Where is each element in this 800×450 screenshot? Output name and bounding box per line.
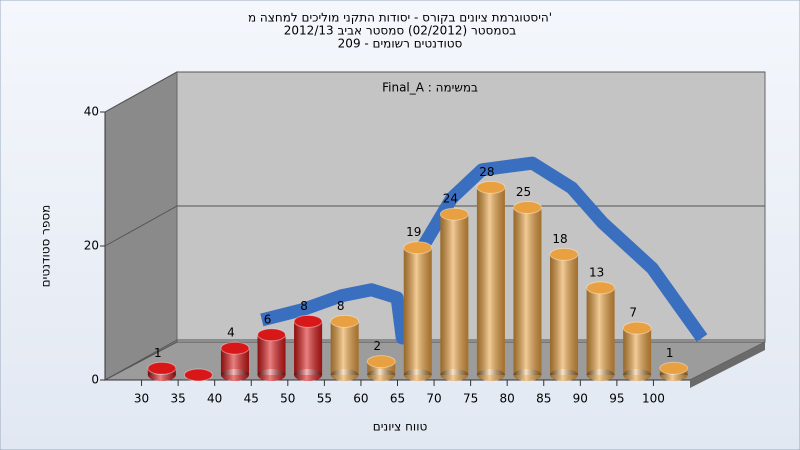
- bar-top: [183, 368, 213, 382]
- x-tick-label: 55: [317, 392, 332, 406]
- y-tick-label: 20: [84, 239, 99, 253]
- annotation: Final_A : במשימה: [382, 81, 478, 95]
- y-tick-label: 40: [84, 105, 99, 119]
- bar-shine: [623, 328, 652, 375]
- x-tick-label: 45: [244, 392, 259, 406]
- value-label: 28: [479, 165, 494, 179]
- x-tick-label: 90: [573, 392, 588, 406]
- y-tick-label: 0: [91, 373, 99, 387]
- value-label: 18: [552, 232, 567, 246]
- bar-bottom-shine: [513, 369, 542, 381]
- chart-title: סטודנטים רשומים - 209: [338, 37, 463, 51]
- bar-bottom-shine: [367, 369, 396, 381]
- bar-top: [147, 361, 177, 375]
- value-label: 24: [443, 192, 458, 206]
- value-label: 13: [589, 265, 604, 279]
- x-axis-label: טווח ציונים: [373, 420, 428, 434]
- bar-shine: [440, 214, 469, 375]
- bar-top: [330, 314, 360, 328]
- chart-title: היסטוגרמת ציונים בקורס - יסודות התקני מו…: [248, 11, 552, 25]
- bar-top: [366, 355, 396, 369]
- bar-top: [403, 241, 433, 255]
- value-label: 7: [629, 306, 637, 320]
- bar-bottom-shine: [623, 369, 652, 381]
- bar-shine: [330, 321, 359, 375]
- bar-shine: [513, 207, 542, 375]
- grid-line: [104, 71, 765, 113]
- bar-top: [293, 314, 323, 328]
- x-tick-label: 60: [353, 392, 368, 406]
- bar-top: [586, 281, 616, 295]
- bar-shine: [476, 187, 505, 375]
- y-axis-label: מספר סטודנטים: [39, 205, 53, 288]
- value-label: 4: [227, 326, 235, 340]
- bar-shine: [550, 254, 579, 375]
- value-label: 19: [406, 225, 421, 239]
- x-tick-label: 75: [463, 392, 478, 406]
- bar-top: [220, 341, 250, 355]
- bar-top: [659, 361, 689, 375]
- bar-top: [549, 247, 579, 261]
- bar-top: [622, 321, 652, 335]
- x-tick-label: 35: [170, 392, 185, 406]
- bar-top: [476, 180, 506, 194]
- bar-shine: [403, 247, 432, 375]
- value-label: 8: [337, 299, 345, 313]
- bar-bottom-shine: [440, 369, 469, 381]
- value-label: 1: [666, 346, 674, 360]
- x-tick-label: 95: [609, 392, 624, 406]
- bar-bottom-shine: [476, 369, 505, 381]
- bar-shine: [586, 287, 615, 375]
- bar-bottom-shine: [294, 369, 323, 381]
- chart-title: בסמסטר (02/2012) סמסטר אביב 2012/13: [284, 24, 516, 38]
- curve: [260, 156, 708, 345]
- value-label: 25: [516, 185, 531, 199]
- x-tick-label: 70: [426, 392, 441, 406]
- bar-bottom-shine: [550, 369, 579, 381]
- x-tick-label: 30: [134, 392, 149, 406]
- value-label: 2: [373, 339, 381, 353]
- bar-top: [257, 328, 287, 342]
- bar-bottom-shine: [220, 369, 249, 381]
- x-tick-label: 85: [536, 392, 551, 406]
- x-tick-label: 50: [280, 392, 295, 406]
- bar-bottom-shine: [257, 369, 286, 381]
- bar-top: [512, 201, 542, 214]
- bar-shine: [257, 334, 286, 375]
- bar-top: [439, 207, 469, 221]
- bar-shine: [294, 321, 323, 375]
- bar-bottom-shine: [586, 369, 615, 381]
- grid-line: [104, 205, 765, 247]
- x-tick-label: 80: [500, 392, 515, 406]
- bar-bottom-shine: [330, 369, 359, 381]
- value-label: 6: [264, 312, 272, 326]
- x-tick-label: 65: [390, 392, 405, 406]
- value-label: 8: [300, 299, 308, 313]
- value-label: 1: [154, 346, 162, 360]
- x-tick-label: 100: [642, 392, 665, 406]
- floor-edge: [690, 342, 765, 388]
- x-tick-label: 40: [207, 392, 222, 406]
- bar-bottom-shine: [403, 369, 432, 381]
